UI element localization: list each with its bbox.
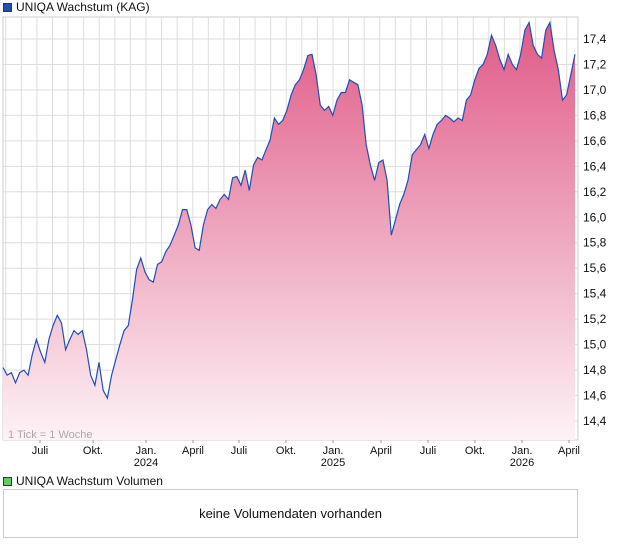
x-tick-label: Okt. — [276, 445, 296, 457]
y-tick-label: 15,6 — [583, 261, 607, 275]
y-tick-label: 16,8 — [583, 108, 607, 122]
y-tick-label: 15,4 — [583, 287, 607, 301]
x-tick-label: Okt. — [83, 445, 103, 457]
price-legend-label: UNIQA Wachstum (KAG) — [16, 0, 150, 14]
x-tick-label: April — [558, 445, 580, 457]
y-tick-label: 16,4 — [583, 159, 607, 173]
no-volume-message: keine Volumendaten vorhanden — [199, 506, 382, 521]
y-tick-label: 16,2 — [583, 185, 607, 199]
tick-note: 1 Tick = 1 Woche — [8, 429, 92, 441]
y-tick-label: 16,6 — [583, 134, 607, 148]
x-tick-label: Okt. — [465, 445, 485, 457]
volume-legend-swatch — [3, 476, 12, 486]
x-tick-label: Juli — [32, 445, 49, 457]
y-tick-label: 17,2 — [583, 57, 607, 71]
y-tick-label: 17,4 — [583, 32, 607, 46]
x-tick-year: 2024 — [134, 457, 158, 469]
volume-panel: keine Volumendaten vorhanden — [3, 489, 578, 538]
y-tick-label: 15,2 — [583, 312, 607, 326]
x-tick-label: April — [370, 445, 392, 457]
y-tick-label: 15,0 — [583, 338, 607, 352]
volume-legend-label: UNIQA Wachstum Volumen — [16, 474, 163, 488]
x-tick-label: Juli — [420, 445, 437, 457]
price-legend: UNIQA Wachstum (KAG) — [3, 0, 150, 14]
y-tick-label: 17,0 — [583, 83, 607, 97]
x-tick-label: Jan. — [323, 445, 344, 457]
x-tick-label: Juli — [231, 445, 248, 457]
y-tick-label: 14,8 — [583, 363, 607, 377]
y-tick-label: 15,8 — [583, 236, 607, 250]
volume-legend: UNIQA Wachstum Volumen — [3, 474, 163, 488]
x-tick-year: 2025 — [321, 457, 345, 469]
price-chart: 14,4 14,6 14,8 15,0 15,2 15,4 15,6 15,8 16,0 16,2… — [2, 16, 607, 469]
price-area — [3, 22, 575, 440]
price-line — [2, 20, 576, 400]
x-tick-label: April — [182, 445, 204, 457]
x-tick-label: Jan. — [512, 445, 533, 457]
y-tick-label: 14,6 — [583, 389, 607, 403]
x-tick-year: 2026 — [510, 457, 534, 469]
x-tick-label: Jan. — [136, 445, 157, 457]
y-tick-label: 16,0 — [583, 210, 607, 224]
price-legend-swatch — [3, 2, 12, 12]
y-tick-label: 14,4 — [583, 414, 607, 428]
